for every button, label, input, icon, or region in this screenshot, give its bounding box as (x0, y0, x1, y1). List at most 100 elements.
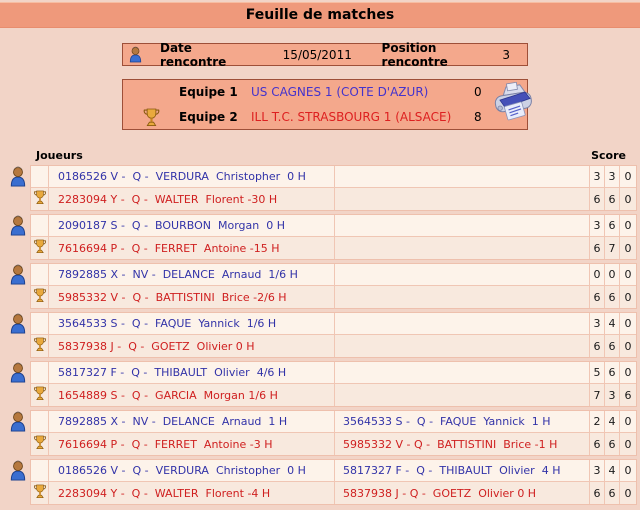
match-row: 5817327 F - Q - THIBAULT Olivier 4/6 H 5… (31, 362, 636, 384)
trophy-icon (33, 239, 47, 257)
match-block: 5817327 F - Q - THIBAULT Olivier 4/6 H 5… (5, 361, 637, 407)
partner-name (335, 166, 590, 187)
match-row: 2283094 Y - Q - WALTER Florent -30 H 6 6… (31, 188, 636, 210)
match-rows: 0186526 V - Q - VERDURA Christopher 0 H … (30, 459, 637, 505)
score-set1: 2 (590, 411, 605, 432)
trophy-icon (123, 107, 179, 128)
team1-name: US CAGNES 1 (COTE D'AZUR) (251, 85, 429, 99)
player-name: 5985332 V - Q - BATTISTINI Brice -2/6 H (49, 286, 335, 308)
match-rows: 7892885 X - NV - DELANCE Arnaud 1 H 3564… (30, 410, 637, 456)
partner-name (335, 335, 590, 357)
score-set2: 4 (605, 411, 620, 432)
trophy-cell (31, 237, 49, 259)
person-icon (5, 361, 30, 407)
trophy-cell (31, 460, 49, 481)
partner-name (335, 313, 590, 334)
trophy-icon (33, 386, 47, 404)
score-set2: 6 (605, 188, 620, 210)
player-name: 7892885 X - NV - DELANCE Arnaud 1 H (49, 411, 335, 432)
score-set1: 3 (590, 460, 605, 481)
meta-box: Date rencontre 15/05/2011 Position renco… (122, 40, 528, 69)
score-set2: 3 (605, 384, 620, 406)
trophy-cell (31, 286, 49, 308)
position-value: 3 (502, 47, 510, 62)
score-set2: 6 (605, 215, 620, 236)
partner-name (335, 188, 590, 210)
players-header-label: Joueurs (36, 149, 83, 162)
person-icon (5, 263, 30, 309)
trophy-cell (31, 188, 49, 210)
partner-name (335, 286, 590, 308)
score-set2: 6 (605, 433, 620, 455)
page-title-bar: Feuille de matches (0, 2, 640, 28)
match-row: 0186526 V - Q - VERDURA Christopher 0 H … (31, 166, 636, 188)
players-table-header: Joueurs Score (36, 144, 626, 162)
page-title: Feuille de matches (245, 7, 395, 23)
match-row: 2283094 Y - Q - WALTER Florent -4 H 5837… (31, 482, 636, 504)
partner-name (335, 237, 590, 259)
match-block: 7892885 X - NV - DELANCE Arnaud 1/6 H 0 … (5, 263, 637, 309)
score-set2: 6 (605, 286, 620, 308)
person-icon (5, 312, 30, 358)
partner-name (335, 264, 590, 285)
match-rows: 5817327 F - Q - THIBAULT Olivier 4/6 H 5… (30, 361, 637, 407)
person-icon (5, 165, 30, 211)
score-set2: 6 (605, 482, 620, 504)
team2-label: Equipe 2 (179, 110, 238, 124)
team2-score: 8 (474, 110, 482, 124)
player-name: 2283094 Y - Q - WALTER Florent -4 H (49, 482, 335, 504)
score-set2: 7 (605, 237, 620, 259)
partner-name: 5817327 F - Q - THIBAULT Olivier 4 H (335, 460, 590, 481)
trophy-icon (33, 288, 47, 306)
score-set3: 0 (624, 366, 632, 379)
team2-row: Equipe 2 ILL T.C. STRASBOURG 1 (ALSACE) … (123, 105, 527, 129)
teams-box: Equipe 1 US CAGNES 1 (COTE D'AZUR) 0 Equ… (122, 79, 532, 130)
score-set1: 7 (590, 384, 605, 406)
score-set2: 6 (605, 335, 620, 357)
match-row: 5837938 J - Q - GOETZ Olivier 0 H 6 6 0 (31, 335, 636, 357)
trophy-cell (31, 433, 49, 455)
score-set2: 4 (605, 460, 620, 481)
score-set3: 0 (624, 241, 632, 255)
score-set3: 0 (624, 486, 632, 500)
trophy-cell (31, 215, 49, 236)
position-label: Position rencontre (381, 40, 448, 69)
match-rows: 2090187 S - Q - BOURBON Morgan 0 H 3 6 0 (30, 214, 637, 260)
match-block: 3564533 S - Q - FAQUE Yannick 1/6 H 3 4 … (5, 312, 637, 358)
score-header-label: Score (591, 149, 626, 162)
match-row: 7616694 P - Q - FERRET Antoine -15 H 6 7… (31, 237, 636, 259)
score-set3: 0 (624, 317, 632, 330)
score-set3: 0 (624, 192, 632, 206)
trophy-cell (31, 384, 49, 406)
trophy-icon (33, 484, 47, 502)
partner-name (335, 362, 590, 383)
person-icon (5, 459, 30, 505)
team1-row: Equipe 1 US CAGNES 1 (COTE D'AZUR) 0 (123, 80, 527, 104)
player-name: 0186526 V - Q - VERDURA Christopher 0 H (49, 166, 335, 187)
player-name: 0186526 V - Q - VERDURA Christopher 0 H (49, 460, 335, 481)
date-label: Date rencontre (160, 40, 227, 69)
score-set1: 6 (590, 237, 605, 259)
player-name: 2090187 S - Q - BOURBON Morgan 0 H (49, 215, 335, 236)
team1-label: Equipe 1 (179, 85, 238, 99)
partner-name: 3564533 S - Q - FAQUE Yannick 1 H (335, 411, 590, 432)
match-row: 7616694 P - Q - FERRET Antoine -3 H 5985… (31, 433, 636, 455)
players-table: 0186526 V - Q - VERDURA Christopher 0 H … (0, 165, 640, 505)
player-name: 5837938 J - Q - GOETZ Olivier 0 H (49, 335, 335, 357)
team1-score: 0 (474, 85, 482, 99)
score-set1: 6 (590, 433, 605, 455)
score-set3: 0 (624, 219, 632, 232)
trophy-icon (33, 435, 47, 453)
printer-icon[interactable] (491, 81, 537, 130)
match-row: 0186526 V - Q - VERDURA Christopher 0 H … (31, 460, 636, 482)
match-block: 0186526 V - Q - VERDURA Christopher 0 H … (5, 165, 637, 211)
player-name: 2283094 Y - Q - WALTER Florent -30 H (49, 188, 335, 210)
trophy-cell (31, 335, 49, 357)
trophy-cell (31, 313, 49, 334)
trophy-cell (31, 166, 49, 187)
match-rows: 7892885 X - NV - DELANCE Arnaud 1/6 H 0 … (30, 263, 637, 309)
score-set3: 0 (624, 415, 632, 428)
score-set3: 0 (624, 268, 632, 281)
score-set1: 3 (590, 166, 605, 187)
trophy-icon (33, 190, 47, 208)
